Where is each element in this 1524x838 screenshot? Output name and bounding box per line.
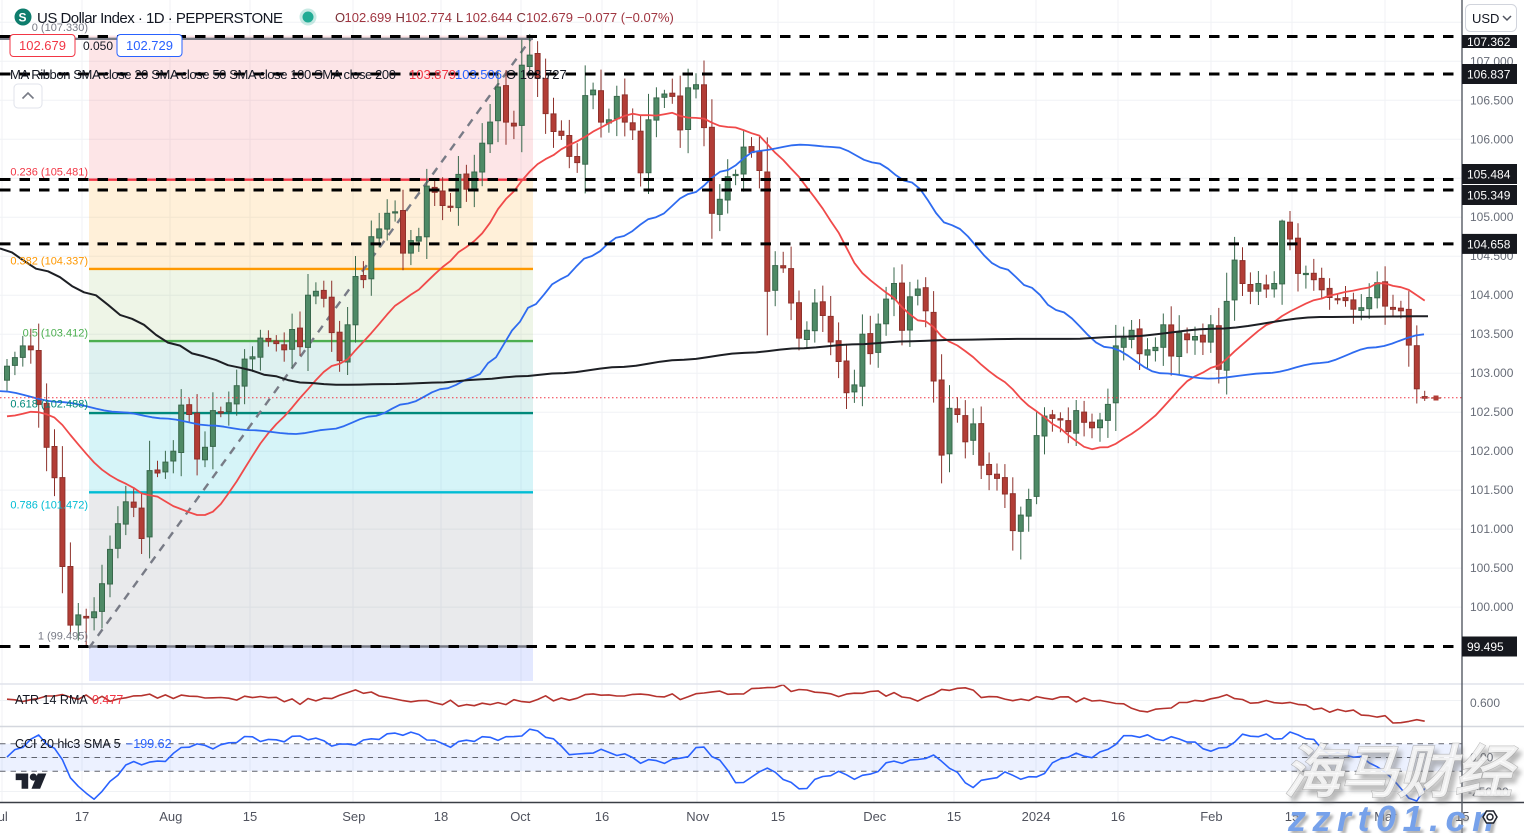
svg-text:Aug: Aug: [159, 809, 182, 824]
svg-text:105.000: 105.000: [1470, 210, 1514, 224]
svg-text:0.618 (102.488): 0.618 (102.488): [10, 399, 88, 411]
svg-text:海马财经: 海马财经: [1284, 741, 1519, 805]
svg-text:-250.00: -250.00: [1468, 785, 1509, 799]
svg-text:103.506: 103.506: [455, 67, 502, 82]
svg-text:ATR 14 RMA: ATR 14 RMA: [15, 693, 88, 707]
svg-text:99.495: 99.495: [1467, 640, 1504, 654]
svg-text:0.477: 0.477: [92, 693, 123, 707]
svg-text:106.500: 106.500: [1470, 93, 1514, 107]
svg-text:−199.62: −199.62: [126, 737, 172, 751]
svg-text:L: L: [456, 10, 463, 25]
svg-text:0.236 (105.481): 0.236 (105.481): [10, 167, 88, 179]
svg-text:Sep: Sep: [342, 809, 365, 824]
svg-text:Feb: Feb: [1200, 809, 1222, 824]
svg-text:0.00: 0.00: [1470, 751, 1494, 765]
svg-text:103.500: 103.500: [1470, 327, 1514, 341]
svg-text:101.000: 101.000: [1470, 522, 1514, 536]
svg-text:15: 15: [1455, 809, 1469, 824]
svg-text:15: 15: [243, 809, 257, 824]
svg-text:C: C: [517, 10, 526, 25]
svg-text:102.500: 102.500: [1470, 405, 1514, 419]
svg-text:MA Ribbon SMA close 20 SMA clo: MA Ribbon SMA close 20 SMA close 50 SMA …: [10, 67, 396, 82]
svg-text:103.879: 103.879: [409, 67, 456, 82]
svg-text:−0.077 (−0.07%): −0.077 (−0.07%): [577, 10, 674, 25]
svg-text:Mar: Mar: [1374, 809, 1397, 824]
svg-text:104.658: 104.658: [1467, 237, 1511, 251]
svg-text:O 103.727: O 103.727: [506, 67, 567, 82]
svg-text:100.500: 100.500: [1470, 561, 1514, 575]
svg-text:15: 15: [947, 809, 961, 824]
svg-text:0 (107.330): 0 (107.330): [32, 22, 88, 34]
svg-text:102.679: 102.679: [19, 38, 66, 53]
svg-text:105.349: 105.349: [1467, 189, 1511, 203]
svg-text:103.000: 103.000: [1470, 366, 1514, 380]
svg-text:0.600: 0.600: [1470, 696, 1500, 710]
svg-text:2024: 2024: [1022, 809, 1051, 824]
svg-text:102.000: 102.000: [1470, 444, 1514, 458]
svg-text:107.362: 107.362: [1467, 35, 1511, 49]
svg-text:Oct: Oct: [510, 809, 531, 824]
svg-text:US Dollar Index · 1D · PEPPERS: US Dollar Index · 1D · PEPPERSTONE: [37, 10, 283, 27]
svg-text:106.837: 106.837: [1467, 68, 1511, 82]
svg-text:106.000: 106.000: [1470, 132, 1514, 146]
svg-text:0.5 (103.412): 0.5 (103.412): [23, 328, 88, 340]
svg-text:18: 18: [434, 809, 448, 824]
svg-text:Jul: Jul: [0, 809, 8, 824]
svg-text:102.729: 102.729: [126, 38, 173, 53]
svg-text:1 (99.495): 1 (99.495): [38, 631, 88, 643]
svg-text:0.382 (104.337): 0.382 (104.337): [10, 256, 88, 268]
svg-text:102.644: 102.644: [466, 10, 513, 25]
svg-text:17: 17: [75, 809, 89, 824]
svg-text:16: 16: [595, 809, 609, 824]
svg-text:Nov: Nov: [686, 809, 710, 824]
svg-text:15: 15: [1285, 809, 1299, 824]
svg-text:100.000: 100.000: [1470, 600, 1514, 614]
svg-text:S: S: [19, 11, 27, 25]
svg-text:CCI 20 hlc3 SMA 5: CCI 20 hlc3 SMA 5: [15, 737, 121, 751]
svg-text:0.050: 0.050: [83, 39, 113, 53]
svg-text:15: 15: [771, 809, 785, 824]
svg-text:105.484: 105.484: [1467, 168, 1511, 182]
svg-text:101.500: 101.500: [1470, 483, 1514, 497]
svg-text:USD: USD: [1472, 11, 1499, 26]
svg-text:O: O: [335, 10, 345, 25]
svg-text:Dec: Dec: [863, 809, 887, 824]
svg-text:16: 16: [1111, 809, 1125, 824]
svg-text:zzrt01.cn: zzrt01.cn: [1287, 798, 1501, 833]
svg-text:104.000: 104.000: [1470, 288, 1514, 302]
svg-text:102.774: 102.774: [405, 10, 452, 25]
svg-text:0.786 (101.472): 0.786 (101.472): [10, 500, 88, 512]
svg-text:102.699: 102.699: [345, 10, 392, 25]
svg-text:H: H: [396, 10, 405, 25]
svg-text:102.679: 102.679: [526, 10, 573, 25]
